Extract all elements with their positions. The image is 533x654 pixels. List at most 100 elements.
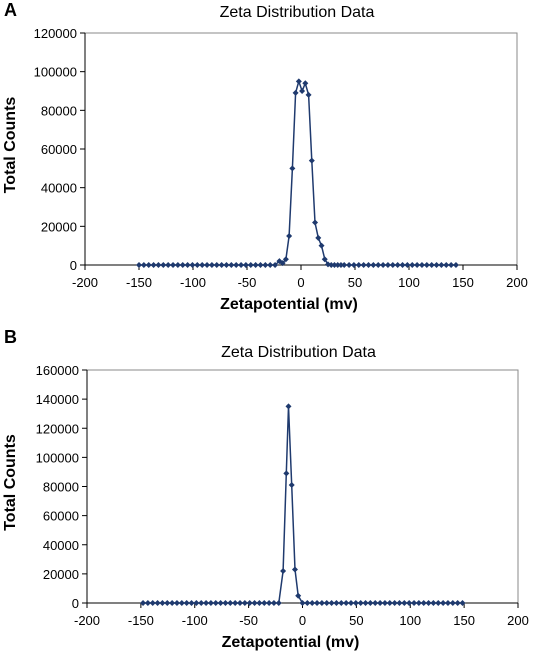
x-tick-label: -100 (180, 275, 206, 290)
data-point-marker (217, 600, 224, 606)
data-point-marker (396, 600, 403, 606)
data-point-marker (341, 262, 348, 268)
data-point-marker (233, 262, 240, 268)
data-point-marker (380, 262, 387, 268)
data-point-marker (251, 600, 258, 606)
data-point-marker (452, 262, 459, 268)
x-tick-label: -200 (72, 275, 98, 290)
data-point-marker (377, 600, 384, 606)
y-tick-label: 40000 (43, 538, 79, 553)
x-tick-label: -150 (126, 275, 152, 290)
data-point-marker (384, 262, 391, 268)
data-point-marker (173, 600, 180, 606)
series-line (143, 406, 463, 604)
data-point-marker (428, 262, 435, 268)
data-point-marker (256, 600, 263, 606)
data-point-marker (204, 262, 211, 268)
data-point-marker (334, 262, 341, 268)
data-point-marker (409, 262, 416, 268)
data-point-marker (164, 600, 171, 606)
data-point-marker (362, 600, 369, 606)
data-point-marker (144, 600, 151, 606)
chart-panel-b: B Zeta Distribution Data -200 -150 -100 -50 0… (0, 327, 533, 654)
data-point-marker (136, 262, 142, 268)
x-tick-label: 0 (297, 275, 304, 290)
data-point-marker (352, 600, 359, 606)
data-point-marker (299, 600, 306, 606)
data-point-marker (285, 403, 292, 410)
y-tick-label: 100000 (36, 450, 79, 465)
data-point-marker (291, 566, 298, 573)
data-point-marker (350, 262, 357, 268)
data-point-marker (391, 600, 398, 606)
x-tick-label: 200 (507, 613, 529, 628)
data-point-marker (295, 78, 302, 85)
data-point-marker (314, 600, 321, 606)
data-point-marker (170, 262, 177, 268)
data-point-marker (266, 600, 273, 606)
data-point-marker (154, 600, 161, 606)
data-point-marker (179, 262, 186, 268)
data-point-marker (193, 600, 200, 606)
data-point-marker (283, 470, 290, 477)
data-point-marker (302, 80, 309, 87)
data-point-marker (178, 600, 185, 606)
data-point-marker (459, 600, 466, 606)
x-tick-label: -50 (238, 275, 257, 290)
data-point-marker (292, 89, 299, 96)
data-point-marker (321, 256, 328, 263)
data-point-marker (160, 262, 167, 268)
y-tick-label: 60000 (43, 509, 79, 524)
data-point-marker (440, 600, 447, 606)
data-point-marker (367, 600, 374, 606)
data-point-marker (267, 262, 274, 268)
data-point-marker (165, 262, 172, 268)
x-tick-label: 150 (453, 613, 475, 628)
data-point-marker (252, 262, 259, 268)
data-point-marker (318, 242, 325, 249)
data-point-marker (315, 234, 322, 241)
data-point-marker (420, 600, 427, 606)
chart-title: Zeta Distribution Data (220, 4, 375, 21)
data-point-marker (223, 262, 230, 268)
data-point-marker (150, 262, 157, 268)
data-point-marker (140, 262, 147, 268)
data-point-marker (333, 600, 340, 606)
data-point-marker (308, 157, 315, 164)
data-point-marker (242, 262, 249, 268)
plot-area-frame (86, 369, 519, 604)
data-point-marker (262, 262, 269, 268)
data-point-marker (145, 262, 152, 268)
y-tick-label: 140000 (36, 392, 79, 407)
data-point-marker (189, 262, 196, 268)
data-point-marker (433, 262, 440, 268)
data-point-marker (227, 600, 234, 606)
y-tick-label: 20000 (43, 567, 79, 582)
data-point-marker (188, 600, 195, 606)
chart-b-svg: Zeta Distribution Data -200 -150 -100 -50 0 50… (2, 344, 529, 651)
data-point-marker (347, 600, 354, 606)
data-point-marker (246, 600, 253, 606)
data-point-marker (343, 600, 350, 606)
y-tick-label: 160000 (36, 363, 79, 378)
data-point-marker (318, 600, 325, 606)
data-point-marker (238, 262, 245, 268)
data-point-marker (257, 262, 264, 268)
data-point-marker (423, 262, 430, 268)
data-point-marker (381, 600, 388, 606)
data-point-marker (338, 600, 345, 606)
data-point-marker (183, 600, 190, 606)
plot-area-frame (84, 32, 518, 266)
data-point-marker (208, 262, 215, 268)
data-point-marker (309, 600, 316, 606)
data-point-marker (232, 600, 239, 606)
y-axis-title: Total Counts (2, 434, 19, 531)
x-tick-label: 50 (349, 613, 363, 628)
x-tick-label: -150 (128, 613, 154, 628)
data-point-marker (411, 600, 418, 606)
data-point-marker (328, 600, 335, 606)
data-point-marker (212, 600, 219, 606)
data-point-marker (312, 219, 319, 226)
data-point-marker (389, 262, 396, 268)
data-point-marker (218, 262, 225, 268)
